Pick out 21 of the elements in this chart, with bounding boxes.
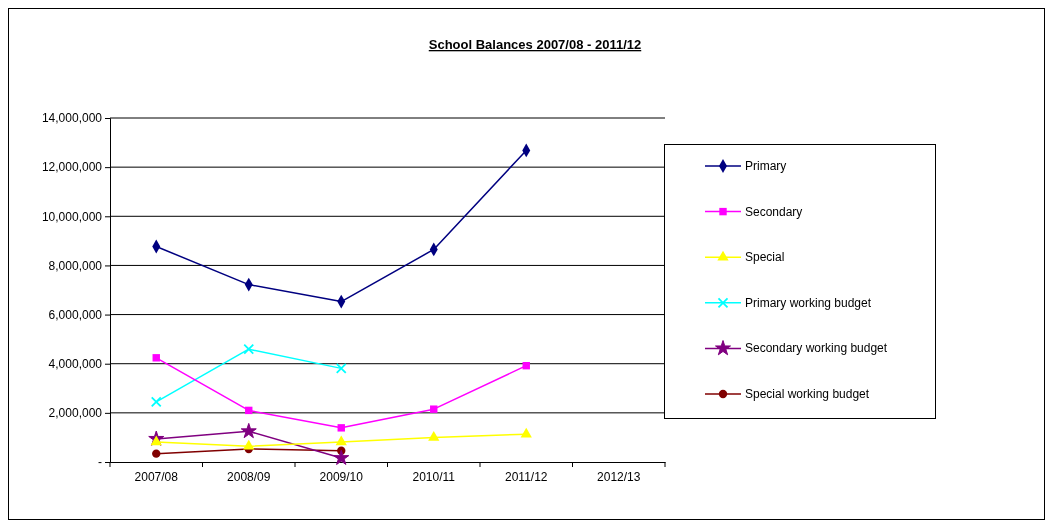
legend-label: Special working budget — [745, 387, 870, 401]
x-tick-label: 2007/08 — [134, 469, 179, 484]
legend-label: Primary working budget — [745, 295, 872, 310]
x-tick-label: 2008/09 — [227, 469, 271, 484]
legend-label: Special — [745, 250, 785, 265]
legend-label: Primary — [745, 159, 787, 173]
x-tick-label: 2011/12 — [505, 469, 548, 484]
y-tick-label: 4,000,000 — [48, 357, 103, 372]
chart-title: School Balances 2007/08 - 2011/12 — [428, 37, 642, 52]
y-tick-label: 8,000,000 — [48, 258, 103, 273]
x-tick-label: 2010/11 — [412, 469, 456, 484]
y-tick-label: 6,000,000 — [48, 307, 103, 322]
y-tick-label: 2,000,000 — [48, 406, 103, 421]
legend-label: Secondary — [745, 204, 803, 219]
y-tick-label: - — [98, 455, 102, 470]
y-tick-label: 12,000,000 — [41, 160, 103, 175]
x-tick-label: 2012/13 — [597, 469, 641, 484]
x-tick-label: 2009/10 — [319, 469, 364, 484]
y-tick-label: 10,000,000 — [41, 209, 103, 224]
y-tick-label: 14,000,000 — [41, 111, 103, 126]
legend-label: Secondary working budget — [745, 341, 888, 356]
